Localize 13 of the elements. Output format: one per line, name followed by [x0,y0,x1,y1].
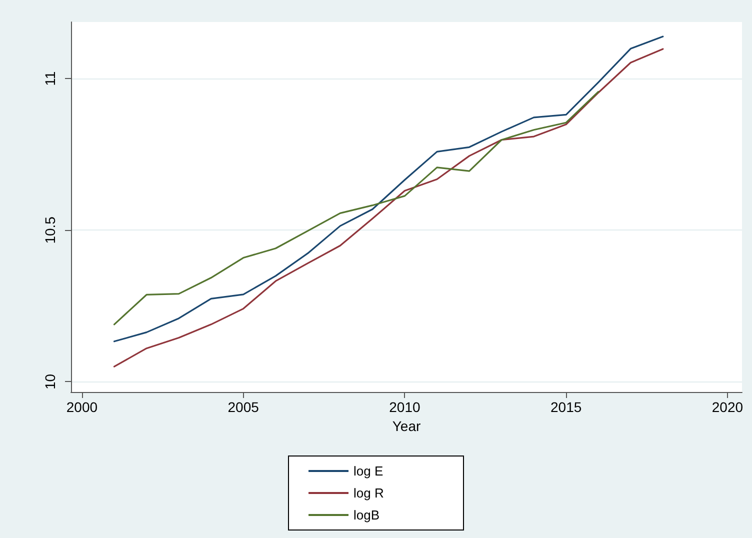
legend-label: log E [354,464,384,478]
x-tick-label: 2010 [389,399,421,415]
y-tick-label: 10 [42,374,58,390]
y-tick-label: 10.5 [42,216,58,244]
x-tick-label: 2020 [712,399,744,415]
x-axis-title: Year [392,418,421,434]
x-tick-label: 2015 [550,399,582,415]
legend-label: logB [354,508,380,522]
y-tick-label: 11 [42,71,58,86]
legend-label: log R [354,486,384,500]
x-tick-label: 2000 [66,399,98,415]
x-tick-label: 2005 [228,399,260,415]
line-series [113,90,600,326]
